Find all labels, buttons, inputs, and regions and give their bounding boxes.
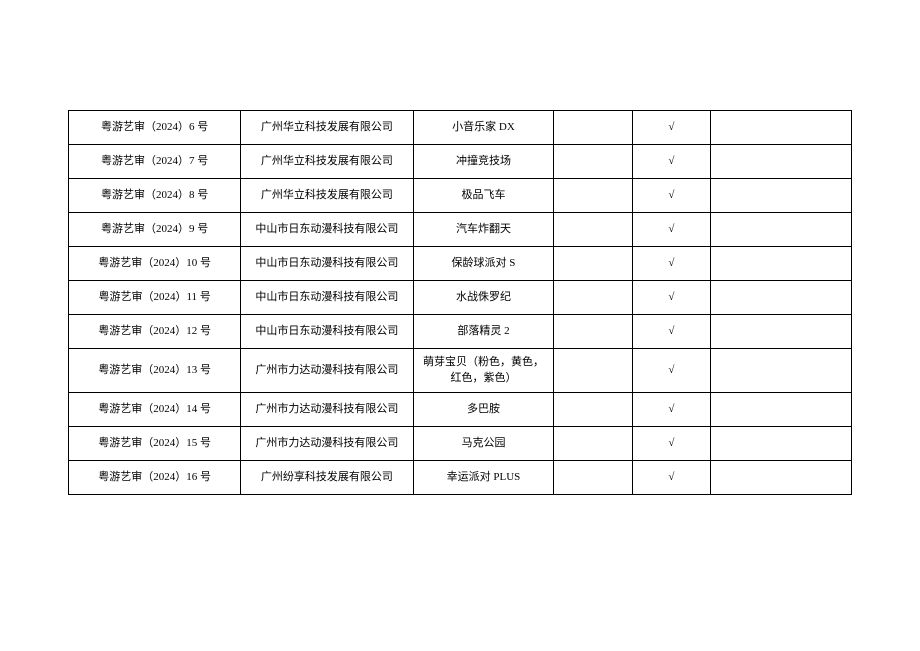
table-cell: 粤游艺审（2024）8 号 <box>69 179 241 213</box>
table-row: 粤游艺审（2024）11 号中山市日东动漫科技有限公司水战侏罗纪 √ <box>69 281 852 315</box>
table-cell: 中山市日东动漫科技有限公司 <box>241 281 413 315</box>
table-cell: 幸运派对 PLUS <box>413 461 554 495</box>
table-cell <box>711 281 852 315</box>
table-cell <box>554 461 632 495</box>
table-cell: 粤游艺审（2024）14 号 <box>69 393 241 427</box>
table-cell: 中山市日东动漫科技有限公司 <box>241 315 413 349</box>
table-row: 粤游艺审（2024）16 号广州纷享科技发展有限公司幸运派对 PLUS √ <box>69 461 852 495</box>
table-row: 粤游艺审（2024）6 号广州华立科技发展有限公司小音乐家 DX √ <box>69 111 852 145</box>
table-cell <box>711 213 852 247</box>
table-cell <box>711 247 852 281</box>
table-cell: √ <box>632 461 710 495</box>
table-cell: √ <box>632 427 710 461</box>
table-cell: 极品飞车 <box>413 179 554 213</box>
table-cell: 粤游艺审（2024）9 号 <box>69 213 241 247</box>
table-cell: 部落精灵 2 <box>413 315 554 349</box>
table-cell: 中山市日东动漫科技有限公司 <box>241 213 413 247</box>
table-cell <box>711 179 852 213</box>
table-cell: √ <box>632 145 710 179</box>
table-cell: 广州华立科技发展有限公司 <box>241 145 413 179</box>
table-cell: 萌芽宝贝（粉色，黄色，红色，紫色） <box>413 349 554 393</box>
table-cell: √ <box>632 349 710 393</box>
table-cell: √ <box>632 315 710 349</box>
table-cell <box>711 461 852 495</box>
table-cell <box>554 145 632 179</box>
table-cell: 广州市力达动漫科技有限公司 <box>241 349 413 393</box>
table-cell: 粤游艺审（2024）16 号 <box>69 461 241 495</box>
table-cell <box>711 315 852 349</box>
table-cell: 广州市力达动漫科技有限公司 <box>241 427 413 461</box>
table-cell: √ <box>632 213 710 247</box>
table-cell <box>554 179 632 213</box>
table-cell: 广州华立科技发展有限公司 <box>241 111 413 145</box>
table-cell: 粤游艺审（2024）7 号 <box>69 145 241 179</box>
table-cell: 保龄球派对 S <box>413 247 554 281</box>
table-cell <box>711 427 852 461</box>
table-cell: 粤游艺审（2024）10 号 <box>69 247 241 281</box>
table-cell: 粤游艺审（2024）13 号 <box>69 349 241 393</box>
table-row: 粤游艺审（2024）10 号中山市日东动漫科技有限公司保龄球派对 S √ <box>69 247 852 281</box>
table-cell <box>711 349 852 393</box>
table-cell: 冲撞竞技场 <box>413 145 554 179</box>
table-cell: √ <box>632 393 710 427</box>
table-row: 粤游艺审（2024）8 号广州华立科技发展有限公司极品飞车 √ <box>69 179 852 213</box>
table-cell <box>554 111 632 145</box>
table-cell: 马克公园 <box>413 427 554 461</box>
table-row: 粤游艺审（2024）13 号广州市力达动漫科技有限公司萌芽宝贝（粉色，黄色，红色… <box>69 349 852 393</box>
table-cell <box>554 315 632 349</box>
table-cell: 粤游艺审（2024）12 号 <box>69 315 241 349</box>
table-cell: 粤游艺审（2024）6 号 <box>69 111 241 145</box>
table-cell: 多巴胺 <box>413 393 554 427</box>
table-cell <box>554 427 632 461</box>
table-cell: 小音乐家 DX <box>413 111 554 145</box>
table-cell <box>711 145 852 179</box>
table-cell: 水战侏罗纪 <box>413 281 554 315</box>
approval-table: 粤游艺审（2024）6 号广州华立科技发展有限公司小音乐家 DX√粤游艺审（20… <box>68 110 852 495</box>
table-row: 粤游艺审（2024）12 号中山市日东动漫科技有限公司部落精灵 2 √ <box>69 315 852 349</box>
table-cell: 粤游艺审（2024）15 号 <box>69 427 241 461</box>
table-cell <box>554 281 632 315</box>
table-cell: √ <box>632 111 710 145</box>
table-cell: √ <box>632 247 710 281</box>
table-cell <box>554 393 632 427</box>
table-cell: 汽车炸翻天 <box>413 213 554 247</box>
table-cell: 广州市力达动漫科技有限公司 <box>241 393 413 427</box>
table-cell: 粤游艺审（2024）11 号 <box>69 281 241 315</box>
table-row: 粤游艺审（2024）9 号中山市日东动漫科技有限公司汽车炸翻天 √ <box>69 213 852 247</box>
table-cell <box>554 349 632 393</box>
table-row: 粤游艺审（2024）7 号广州华立科技发展有限公司冲撞竞技场 √ <box>69 145 852 179</box>
table-cell: 中山市日东动漫科技有限公司 <box>241 247 413 281</box>
table-cell <box>711 111 852 145</box>
table-cell: √ <box>632 179 710 213</box>
table-cell <box>711 393 852 427</box>
table-cell <box>554 213 632 247</box>
table-cell <box>554 247 632 281</box>
table-row: 粤游艺审（2024）14 号广州市力达动漫科技有限公司多巴胺 √ <box>69 393 852 427</box>
table-cell: 广州纷享科技发展有限公司 <box>241 461 413 495</box>
table-body: 粤游艺审（2024）6 号广州华立科技发展有限公司小音乐家 DX√粤游艺审（20… <box>69 111 852 495</box>
table-cell: √ <box>632 281 710 315</box>
table-row: 粤游艺审（2024）15 号广州市力达动漫科技有限公司马克公园 √ <box>69 427 852 461</box>
table-cell: 广州华立科技发展有限公司 <box>241 179 413 213</box>
